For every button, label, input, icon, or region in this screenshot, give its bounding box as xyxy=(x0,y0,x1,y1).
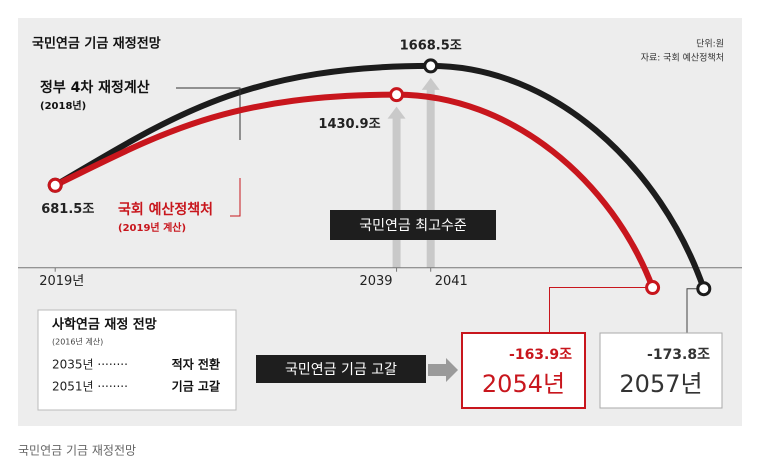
depletion-box xyxy=(256,355,426,383)
value-label: -173.8조 xyxy=(647,347,710,363)
value-label: 681.5조 xyxy=(41,202,94,217)
leader-line xyxy=(549,287,653,333)
x-tick-label: 2041 xyxy=(435,274,468,289)
year-box xyxy=(599,332,723,409)
value-label: -163.9조 xyxy=(509,347,572,363)
peak-arrow-head xyxy=(421,77,440,90)
data-point xyxy=(423,58,439,74)
year-label: 2057년 xyxy=(619,370,702,398)
data-point xyxy=(47,177,63,193)
side-box-event: 적자 전환 xyxy=(172,357,220,372)
year-box xyxy=(461,332,586,409)
side-box-year: 2051년 ········ xyxy=(52,380,128,394)
value-label: 1430.9조 xyxy=(318,117,380,132)
side-box-event: 기금 고갈 xyxy=(172,379,220,394)
data-point xyxy=(389,87,405,103)
side-box-year: 2035년 ········ xyxy=(52,358,128,372)
data-point xyxy=(696,281,712,297)
data-point xyxy=(645,280,661,296)
legend-note: (2018년) xyxy=(40,99,86,112)
year-label: 2054년 xyxy=(482,370,565,398)
x-tick-label: 2019년 xyxy=(39,274,84,289)
chart-title: 국민연금 기금 재정전망 xyxy=(32,36,161,52)
legend-leader xyxy=(230,178,241,217)
depletion-label: 국민연금 기금 고갈 xyxy=(285,362,397,378)
legend-name: 국회 예산정책처 xyxy=(118,201,213,218)
side-box-note: (2016년 계산) xyxy=(52,337,103,347)
x-tick-label: 2039 xyxy=(359,274,392,289)
source: 자료: 국회 예산정책처 xyxy=(641,52,724,64)
legend-note: (2019년 계산) xyxy=(118,221,186,234)
side-box xyxy=(37,309,237,411)
legend-name: 정부 4차 재정계산 xyxy=(40,79,150,96)
peak-arrow-shaft xyxy=(392,116,401,268)
caption: 국민연금 기금 재정전망 xyxy=(18,444,136,458)
legend-leader xyxy=(176,87,241,140)
peak-arrow-head xyxy=(387,106,406,119)
unit-note: 단위:원 xyxy=(696,39,724,50)
side-box-title: 사학연금 재정 전망 xyxy=(52,317,157,333)
peak-label: 국민연금 최고수준 xyxy=(359,218,467,234)
depletion-arrow xyxy=(428,358,458,382)
peak-arrow-shaft xyxy=(426,87,435,268)
peak-box xyxy=(330,210,496,240)
value-label: 1668.5조 xyxy=(400,38,462,53)
